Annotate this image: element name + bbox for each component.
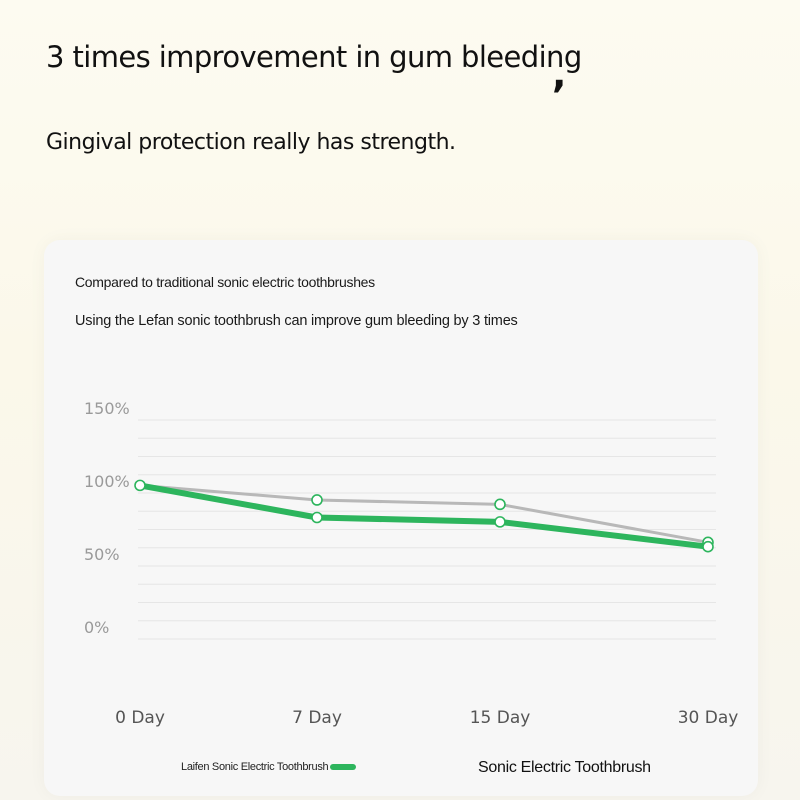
x-tick-label: 30 Day (678, 708, 739, 728)
y-tick-label: 50% (84, 545, 120, 564)
legend-swatch-laifen (330, 764, 357, 770)
title-punctuation: , (552, 52, 567, 96)
x-tick-label: 0 Day (115, 708, 165, 728)
y-tick-label: 0% (84, 618, 109, 637)
legend-label-laifen: Laifen Sonic Electric Toothbrush (181, 761, 329, 773)
data-point-laifen (311, 511, 323, 524)
data-point-sonic (311, 494, 323, 506)
data-point-laifen (494, 516, 506, 528)
y-tick-label: 100% (84, 472, 130, 491)
improvement-caption: Using the Lefan sonic toothbrush can imp… (75, 313, 518, 329)
y-tick-label: 150% (84, 399, 130, 418)
legend-item-sonic: Sonic Electric Toothbrush (478, 759, 651, 777)
legend-item-laifen: Laifen Sonic Electric Toothbrush (181, 761, 357, 773)
x-tick-label: 15 Day (470, 708, 531, 728)
page-subtitle: Gingival protection really has strength. (46, 130, 456, 155)
data-point-sonic (494, 498, 506, 511)
series-line-sonic (138, 483, 710, 544)
page-title: 3 times improvement in gum bleeding (46, 40, 582, 74)
comparison-caption: Compared to traditional sonic electric t… (75, 274, 375, 290)
data-point-laifen (702, 540, 714, 553)
series-line-laifen (137, 482, 711, 550)
data-point-laifen (134, 479, 146, 492)
x-tick-label: 7 Day (292, 708, 342, 728)
legend-label-sonic: Sonic Electric Toothbrush (478, 759, 651, 776)
